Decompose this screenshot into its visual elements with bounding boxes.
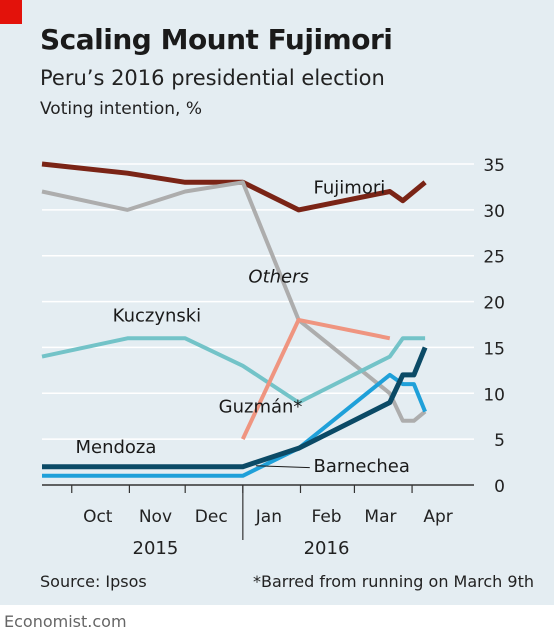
footnote: *Barred from running on March 9th (252, 572, 534, 591)
series-line-fujimori (41, 161, 427, 213)
economist-red-tag (0, 0, 22, 24)
x-tick-label: Jan (255, 507, 282, 527)
year-label: 2015 (133, 538, 179, 559)
x-tick-label: Mar (364, 507, 396, 527)
chart-title: Scaling Mount Fujimori (40, 23, 393, 56)
chart-panel (0, 0, 554, 605)
chart-subtitle: Peru’s 2016 presidential election (40, 66, 385, 90)
series-line-guzmn (240, 317, 391, 440)
year-label: 2016 (304, 538, 350, 559)
series-labels: Fujimori Others Kuczynski Guzmán* Barnechea M… (75, 177, 409, 477)
economist-brand: Economist.com (4, 612, 127, 631)
series-label-mendoza: Mendoza (75, 437, 156, 458)
x-tick-label: Dec (195, 507, 228, 527)
x-tick-label: Nov (139, 507, 172, 527)
series-label-kuczynski: Kuczynski (113, 306, 202, 327)
y-tick-label: 15 (483, 339, 505, 359)
x-axis (42, 484, 474, 540)
series-label-barnechea: Barnechea (314, 456, 410, 477)
series-label-fujimori: Fujimori (314, 177, 386, 198)
y-tick-label: 0 (494, 477, 505, 497)
y-axis-ticks: 0 5 10 15 20 25 30 35 (483, 156, 505, 497)
x-tick-label: Apr (423, 507, 452, 527)
y-tick-label: 20 (483, 294, 505, 314)
x-tick-label: Feb (311, 507, 341, 527)
y-tick-label: 35 (483, 156, 505, 176)
series-label-others: Others (248, 266, 309, 287)
series-label-guzmn: Guzmán* (219, 397, 303, 418)
y-tick-label: 25 (483, 248, 505, 268)
y-tick-label: 5 (494, 431, 505, 451)
series-lines (41, 161, 428, 478)
y-tick-label: 30 (483, 202, 505, 222)
barnechea-leader-line (255, 465, 310, 469)
x-axis-ticks: Oct Nov Dec Jan Feb Mar Apr 2015 2016 (83, 507, 453, 559)
gridlines (42, 163, 474, 440)
source-note: Source: Ipsos (40, 572, 147, 591)
line-chart: 0 5 10 15 20 25 30 35 Oct Nov Dec Jan Feb Mar Apr 2015… (41, 156, 505, 559)
y-tick-label: 10 (483, 385, 505, 405)
x-tick-label: Oct (83, 507, 113, 527)
y-axis-label: Voting intention, % (40, 99, 202, 119)
series-line-mendoza (42, 346, 428, 470)
